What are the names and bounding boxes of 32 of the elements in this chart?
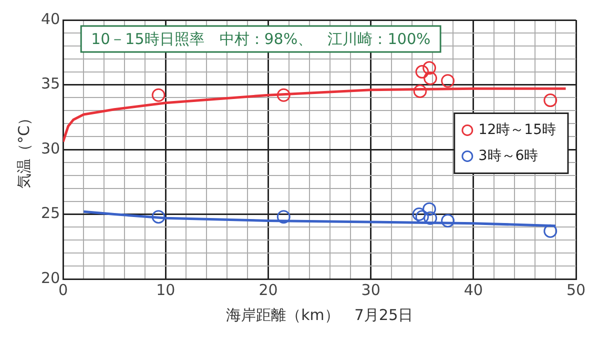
point [544,94,558,108]
point [412,208,426,221]
point [422,61,436,75]
point [413,84,427,98]
x-tick-label: 0 [58,280,68,299]
y-tick-label: 20 [40,268,60,287]
annotation: 10－15時日照率 中村：98%、 江川崎：100% [91,30,430,48]
y-tick-label: 40 [40,10,60,28]
y-axis-title: 気温（°C） [14,110,33,188]
legend-label: 12時～15時 [478,122,556,138]
x-axis-title: 海岸距離（km） 7月25日 [226,306,414,324]
point [152,88,166,102]
point [152,210,166,224]
point [276,210,290,224]
point [424,72,438,86]
point [441,74,455,88]
x-tick-label: 50 [566,280,586,299]
y-tick-label: 30 [40,139,60,158]
point [415,65,429,79]
y-tick-label: 35 [40,74,60,93]
x-tick-label: 20 [258,280,278,299]
point [441,214,455,228]
point [415,210,429,224]
point [424,211,438,225]
point [422,202,436,216]
y-tick-label: 25 [40,204,60,222]
legend-label: 3時～6時 [478,148,538,164]
x-tick-label: 40 [464,280,483,299]
x-tick-label: 10 [156,280,176,299]
point [276,88,290,102]
x-tick-label: 30 [361,280,380,299]
point [544,224,558,238]
